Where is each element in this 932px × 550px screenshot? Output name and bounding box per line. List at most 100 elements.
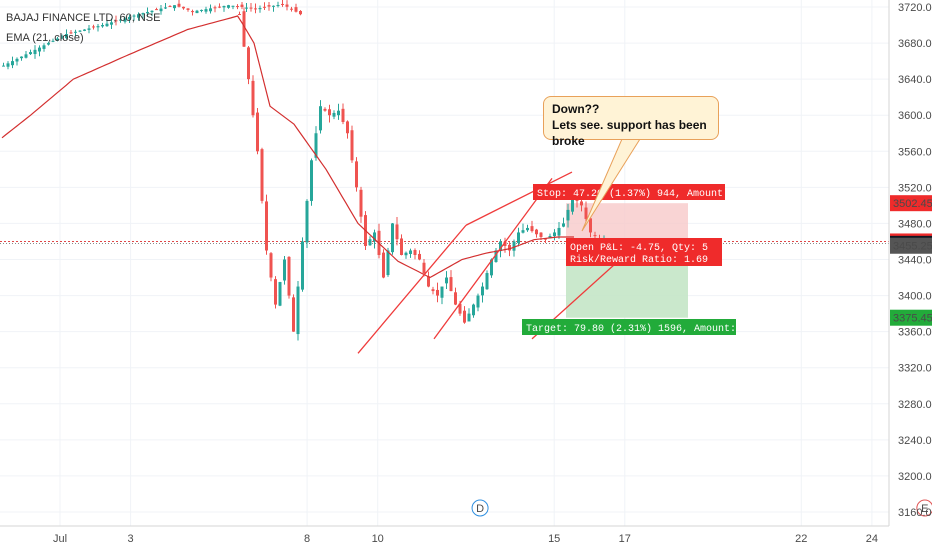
trend-line-2: [433, 177, 553, 340]
candle-body: [544, 238, 547, 240]
candle-body: [409, 250, 412, 254]
candle-body: [458, 303, 462, 314]
candle-body: [209, 8, 212, 12]
candle-body: [150, 10, 154, 13]
stop-label-bg: [533, 184, 725, 200]
candle-body: [265, 201, 268, 251]
candle-body: [571, 196, 574, 212]
candle-body: [413, 250, 417, 255]
candle-body: [562, 223, 565, 227]
y-tick-label: 3200.00: [898, 471, 932, 483]
event-letter: D: [476, 503, 484, 515]
candle-body: [310, 160, 313, 201]
candle-body: [11, 61, 14, 66]
candle-body: [508, 244, 511, 251]
candle-body: [60, 36, 64, 38]
event-marker: [916, 499, 932, 517]
ema-line: [1, 15, 574, 279]
candle-body: [141, 13, 145, 15]
candle-body: [245, 7, 248, 9]
candle-body: [69, 32, 73, 34]
candle-body: [267, 5, 271, 7]
candle-body: [431, 289, 435, 292]
event-letter: E: [921, 503, 928, 515]
candle-body: [251, 80, 255, 116]
y-tick-label: 3360.00: [898, 327, 932, 339]
price-tag-label: 3455.25: [893, 241, 932, 253]
candle-body: [2, 65, 5, 67]
candle-body: [278, 282, 282, 306]
candle-body: [269, 253, 273, 278]
x-tick-label: 10: [372, 533, 384, 545]
candle-body: [260, 149, 264, 201]
candle-body: [517, 232, 520, 244]
candle-body: [418, 253, 421, 260]
candle-body: [296, 286, 300, 335]
candle-body: [96, 26, 100, 28]
candle-body: [521, 230, 525, 233]
candle-body: [222, 5, 226, 8]
candle-body: [114, 20, 118, 22]
target-label-bg: [522, 319, 736, 335]
candle-body: [553, 232, 556, 237]
candle-body: [328, 109, 331, 116]
candle-body: [539, 232, 543, 237]
candle-body: [258, 8, 262, 10]
trend-line-0: [357, 224, 467, 354]
candle-body: [359, 189, 363, 217]
candle-body: [400, 238, 403, 255]
candle-body: [20, 56, 23, 59]
legend: BAJAJ FINANCE LTD, 60, NSE EMA (21, clos…: [6, 8, 160, 48]
candle-body: [195, 10, 199, 14]
candle-body: [323, 108, 327, 111]
candle-body: [65, 34, 68, 39]
candle-body: [227, 5, 230, 8]
candle-body: [146, 11, 149, 14]
trend-line-1: [465, 171, 573, 226]
y-tick-label: 3320.00: [898, 363, 932, 375]
candle-body: [548, 236, 552, 239]
candle-body: [213, 7, 217, 9]
candle-body: [159, 8, 163, 12]
candle-body: [47, 43, 50, 45]
legend-ema[interactable]: EMA (21, close): [6, 32, 84, 44]
candle-body: [33, 49, 37, 55]
candle-body: [404, 252, 408, 256]
candle-body: [24, 54, 28, 58]
candle-body: [332, 112, 336, 117]
x-tick-label: 8: [304, 533, 310, 545]
callout-note[interactable]: Down?? Lets see. support has been broke: [543, 96, 719, 148]
candle-body: [292, 297, 295, 332]
candle-body: [440, 286, 444, 298]
candle-body: [290, 8, 293, 10]
candle-body: [274, 279, 277, 305]
y-tick-label: 3680.00: [898, 38, 932, 50]
candle-body: [137, 14, 140, 18]
position-labels: Stop: 47.20 (1.37%) 944, Amount: 764 Ope…: [522, 184, 766, 335]
y-tick-label: 3560.00: [898, 146, 932, 158]
candle-body: [490, 259, 493, 276]
candle-body: [341, 108, 345, 122]
candle-body: [373, 232, 376, 242]
candle-body: [526, 227, 529, 231]
candle-body: [530, 226, 534, 232]
candle-body: [110, 22, 113, 25]
legend-symbol[interactable]: BAJAJ FINANCE LTD, 60, NSE: [6, 12, 161, 24]
candle-body: [391, 223, 394, 253]
y-tick-label: 3480.00: [898, 218, 932, 230]
stop-label: Stop: 47.20 (1.37%) 944, Amount: 764: [537, 188, 753, 200]
candle-body: [589, 218, 592, 233]
y-tick-label: 3240.00: [898, 435, 932, 447]
candle-body: [92, 26, 95, 28]
candle-body: [427, 276, 430, 287]
candle-body: [240, 4, 244, 7]
candle-body: [386, 250, 390, 276]
candle-body: [249, 7, 253, 9]
candle-body: [51, 40, 55, 42]
candle-body: [445, 277, 448, 284]
ema-path: [1, 15, 574, 279]
candle-body: [173, 5, 176, 9]
candle-body: [6, 63, 10, 67]
y-tick-label: 3440.00: [898, 255, 932, 267]
